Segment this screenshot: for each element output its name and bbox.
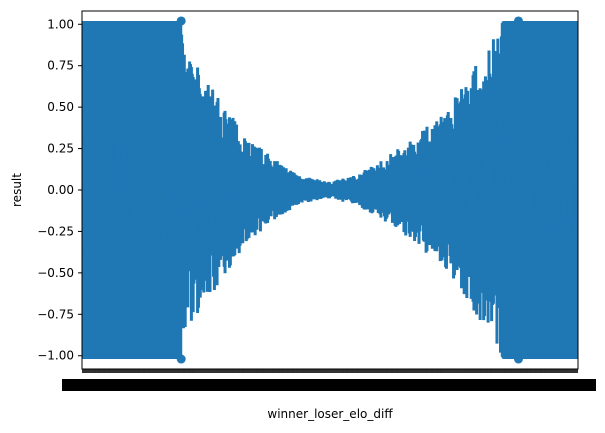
y-tick-label: 0.75 xyxy=(47,59,74,73)
data-point xyxy=(176,354,186,364)
y-tick-label: 1.00 xyxy=(47,17,74,31)
mean-line xyxy=(82,101,578,271)
y-tick-label: −0.25 xyxy=(37,224,74,238)
y-tick-label: −0.50 xyxy=(37,266,74,280)
data-point xyxy=(513,16,523,26)
y-tick-label: 0.50 xyxy=(47,100,74,114)
x-axis-ticks xyxy=(62,369,596,391)
y-tick-label: 0.25 xyxy=(47,142,74,156)
y-tick-label: −0.75 xyxy=(37,307,74,321)
y-axis-label: result xyxy=(10,173,24,207)
y-tick-label: 0.00 xyxy=(47,183,74,197)
data-layer xyxy=(82,16,578,364)
y-axis-ticks: 1.00 0.75 0.50 0.25 0.00 −0.25 −0.50 −0.75 −1.00 xyxy=(37,17,82,363)
x-tick-labels-overlap xyxy=(62,379,596,391)
y-tick-label: −1.00 xyxy=(37,349,74,363)
data-point xyxy=(513,354,523,364)
plot-frame xyxy=(81,10,579,370)
x-tick-marks xyxy=(82,369,578,373)
x-axis-label: winner_loser_elo_diff xyxy=(267,407,393,421)
data-point xyxy=(176,16,186,26)
